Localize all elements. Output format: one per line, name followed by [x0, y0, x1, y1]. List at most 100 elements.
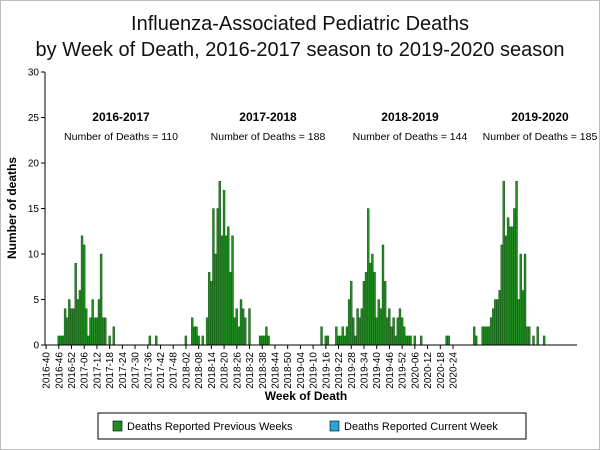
- bar-week-148: [358, 317, 361, 346]
- bar-week-12: [70, 308, 73, 346]
- bar-week-210: [489, 317, 493, 346]
- bar-week-165: [394, 335, 397, 346]
- y-tick-label-30: 30: [28, 68, 40, 79]
- bar-week-146: [354, 335, 357, 346]
- x-tick-label-2018-08: 2018-08: [194, 352, 205, 389]
- bar-week-226: [523, 253, 527, 346]
- bar-week-132: [324, 335, 327, 346]
- bar-week-212: [494, 299, 497, 346]
- y-tick-label-20: 20: [28, 159, 40, 170]
- bar-week-144: [350, 281, 353, 346]
- bar-week-219: [509, 226, 512, 346]
- bar-week-152: [366, 208, 370, 346]
- bar-week-21: [89, 317, 92, 346]
- bar-week-228: [528, 326, 531, 346]
- bar-week-7: [59, 335, 63, 346]
- bar-week-69: [191, 317, 194, 346]
- bar-week-177: [419, 335, 423, 346]
- season-count-2018-2019: Number of Deaths = 144: [353, 131, 468, 143]
- x-tick-label-2018-38: 2018-38: [258, 352, 269, 389]
- y-tick-label-15: 15: [28, 204, 40, 215]
- chart-title-line-2: by Week of Death, 2016-2017 season to 20…: [36, 39, 565, 61]
- bar-week-140: [341, 326, 344, 346]
- x-tick-label-2019-04: 2019-04: [296, 352, 307, 389]
- chart-title-line-1: Influenza-Associated Pediatric Deaths: [131, 13, 469, 35]
- bar-week-149: [360, 308, 363, 346]
- bar-week-216: [502, 181, 506, 346]
- x-tick-label-2018-20: 2018-20: [220, 352, 231, 389]
- bar-week-217: [504, 235, 508, 346]
- bar-week-19: [85, 308, 88, 346]
- bar-week-147: [356, 308, 359, 346]
- bar-week-142: [345, 326, 349, 346]
- bar-week-91: [237, 326, 241, 346]
- plot-area: 0 5 10 15 20 25 30 2016-40 2016-46 2016-52 2017-06…: [28, 68, 577, 389]
- bar-week-14: [74, 262, 77, 346]
- bar-week-230: [532, 335, 535, 346]
- bar-week-164: [392, 317, 395, 346]
- bar-week-133: [326, 335, 330, 346]
- bar-week-49: [148, 335, 152, 346]
- bar-week-158: [379, 308, 383, 346]
- x-axis-label: Week of Death: [265, 389, 347, 403]
- bar-week-155: [373, 272, 376, 346]
- bar-week-215: [500, 244, 503, 346]
- x-tick-label-2017-30: 2017-30: [131, 352, 142, 389]
- bar-week-93: [241, 308, 245, 346]
- bar-week-232: [536, 326, 539, 346]
- y-tick-label-5: 5: [33, 295, 39, 306]
- bar-week-151: [364, 272, 368, 346]
- bar-week-66: [184, 335, 188, 346]
- bar-week-84: [222, 190, 226, 346]
- bar-week-10: [66, 317, 69, 346]
- legend: Deaths Reported Previous Weeks Deaths Re…: [97, 412, 527, 440]
- bar-week-207: [483, 326, 486, 346]
- bar-week-206: [481, 326, 484, 346]
- bar-week-224: [519, 253, 522, 346]
- bar-week-160: [383, 281, 387, 346]
- bar-week-221: [513, 208, 516, 346]
- bar-week-6: [57, 335, 60, 346]
- bar-week-214: [498, 290, 501, 346]
- x-tick-label-2017-36: 2017-36: [143, 352, 154, 389]
- bar-week-208: [485, 326, 489, 346]
- season-name-2018-2019: 2018-2019: [381, 110, 439, 124]
- bar-week-130: [320, 326, 323, 346]
- x-tick-label-2019-10: 2019-10: [309, 352, 320, 389]
- bar-week-227: [525, 326, 529, 346]
- y-tick-label-0: 0: [33, 341, 39, 352]
- legend-box: [97, 412, 527, 440]
- bar-week-101: [258, 335, 262, 346]
- legend-label-previous: Deaths Reported Previous Weeks: [127, 421, 293, 433]
- bar-week-189: [445, 335, 448, 346]
- bar-week-79: [212, 208, 215, 346]
- bar-week-94: [244, 317, 247, 346]
- bar-week-83: [220, 235, 224, 346]
- bar-week-220: [511, 226, 514, 346]
- bar-week-174: [413, 335, 416, 346]
- bar-week-72: [197, 335, 200, 346]
- bar-week-17: [80, 235, 84, 346]
- x-tick-label-2020-24: 2020-24: [449, 352, 460, 389]
- bar-week-24: [95, 317, 99, 346]
- x-tick-label-2018-50: 2018-50: [283, 352, 294, 389]
- bar-week-82: [218, 181, 221, 346]
- bar-week-166: [396, 317, 400, 346]
- x-tick-label-2019-22: 2019-22: [334, 352, 345, 389]
- bar-week-172: [409, 335, 412, 346]
- bar-week-70: [193, 326, 196, 346]
- x-tick-label-2017-06: 2017-06: [80, 352, 91, 389]
- bar-week-161: [386, 317, 389, 346]
- bar-week-9: [63, 308, 67, 346]
- bar-week-74: [201, 335, 205, 346]
- bar-week-141: [343, 335, 347, 346]
- x-tick-label-2018-44: 2018-44: [270, 352, 281, 389]
- season-count-2017-2018: Number of Deaths = 188: [211, 131, 326, 143]
- y-tick-label-10: 10: [28, 250, 40, 261]
- bar-week-138: [337, 335, 340, 346]
- bar-week-15: [76, 299, 79, 346]
- x-tick-label-2020-06: 2020-06: [410, 352, 421, 389]
- bar-week-157: [377, 299, 380, 346]
- x-tick-label-2017-18: 2017-18: [105, 352, 116, 389]
- bar-week-92: [239, 299, 243, 346]
